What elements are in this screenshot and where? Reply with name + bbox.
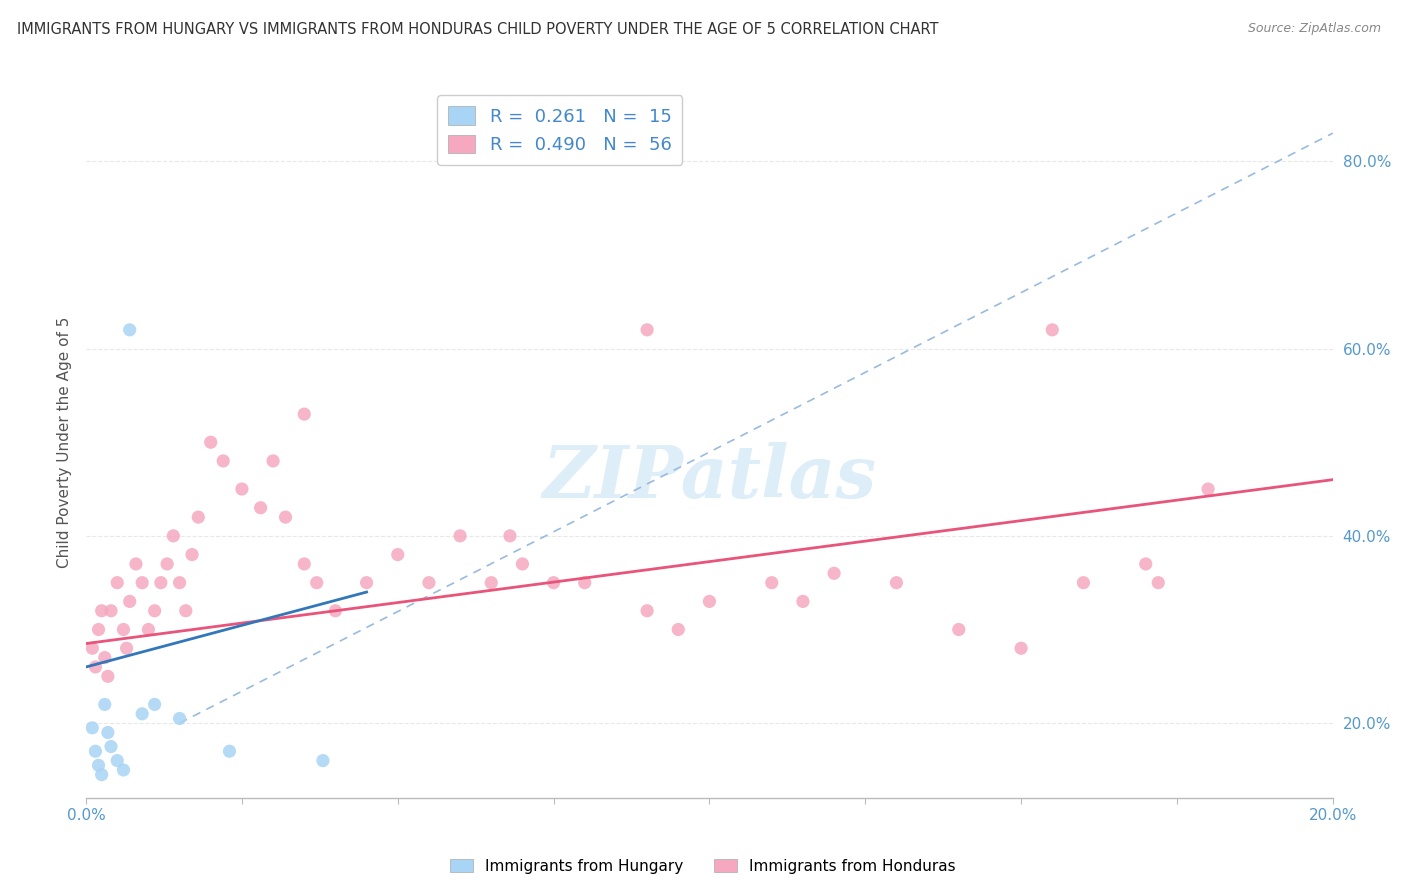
Point <box>143 604 166 618</box>
Point <box>149 575 172 590</box>
Point <box>305 575 328 590</box>
Point <box>94 698 117 712</box>
Point <box>1197 482 1219 496</box>
Point <box>97 725 120 739</box>
Point <box>118 594 141 608</box>
Y-axis label: Child Poverty Under the Age of 5: Child Poverty Under the Age of 5 <box>58 317 72 568</box>
Point <box>262 454 284 468</box>
Point <box>84 660 107 674</box>
Point <box>499 529 522 543</box>
Point <box>792 594 814 608</box>
Point <box>169 575 191 590</box>
Text: ZIPatlas: ZIPatlas <box>543 442 876 513</box>
Point <box>125 557 148 571</box>
Point <box>112 763 135 777</box>
Legend: Immigrants from Hungary, Immigrants from Honduras: Immigrants from Hungary, Immigrants from… <box>444 853 962 880</box>
Point <box>312 754 335 768</box>
Point <box>636 323 658 337</box>
Point <box>666 623 689 637</box>
Point <box>87 623 110 637</box>
Point <box>143 698 166 712</box>
Point <box>886 575 908 590</box>
Point <box>1073 575 1095 590</box>
Point <box>449 529 471 543</box>
Point <box>131 706 153 721</box>
Point <box>156 557 179 571</box>
Point <box>84 744 107 758</box>
Point <box>90 604 112 618</box>
Point <box>187 510 209 524</box>
Point <box>699 594 721 608</box>
Point <box>512 557 534 571</box>
Point <box>118 323 141 337</box>
Point <box>100 739 122 754</box>
Point <box>218 744 240 758</box>
Legend: R =  0.261   N =  15, R =  0.490   N =  56: R = 0.261 N = 15, R = 0.490 N = 56 <box>437 95 682 165</box>
Point <box>174 604 197 618</box>
Point <box>249 500 271 515</box>
Point <box>387 548 409 562</box>
Point <box>823 566 845 581</box>
Point <box>82 641 104 656</box>
Point <box>82 721 104 735</box>
Point <box>200 435 222 450</box>
Point <box>325 604 347 618</box>
Point <box>948 623 970 637</box>
Point <box>292 557 315 571</box>
Point <box>574 575 596 590</box>
Point <box>131 575 153 590</box>
Text: Source: ZipAtlas.com: Source: ZipAtlas.com <box>1247 22 1381 36</box>
Point <box>543 575 565 590</box>
Point <box>761 575 783 590</box>
Point <box>1010 641 1032 656</box>
Point <box>112 623 135 637</box>
Point <box>94 650 117 665</box>
Point <box>87 758 110 772</box>
Point <box>231 482 253 496</box>
Point <box>115 641 138 656</box>
Point <box>292 407 315 421</box>
Point <box>1135 557 1157 571</box>
Point <box>636 604 658 618</box>
Point <box>138 623 160 637</box>
Point <box>356 575 378 590</box>
Point <box>1147 575 1170 590</box>
Point <box>90 767 112 781</box>
Point <box>212 454 235 468</box>
Point <box>1040 323 1063 337</box>
Point <box>100 604 122 618</box>
Point <box>97 669 120 683</box>
Point <box>105 754 128 768</box>
Point <box>169 711 191 725</box>
Point <box>479 575 502 590</box>
Text: IMMIGRANTS FROM HUNGARY VS IMMIGRANTS FROM HONDURAS CHILD POVERTY UNDER THE AGE : IMMIGRANTS FROM HUNGARY VS IMMIGRANTS FR… <box>17 22 938 37</box>
Point <box>274 510 297 524</box>
Point <box>181 548 204 562</box>
Point <box>162 529 184 543</box>
Point <box>418 575 440 590</box>
Point <box>105 575 128 590</box>
